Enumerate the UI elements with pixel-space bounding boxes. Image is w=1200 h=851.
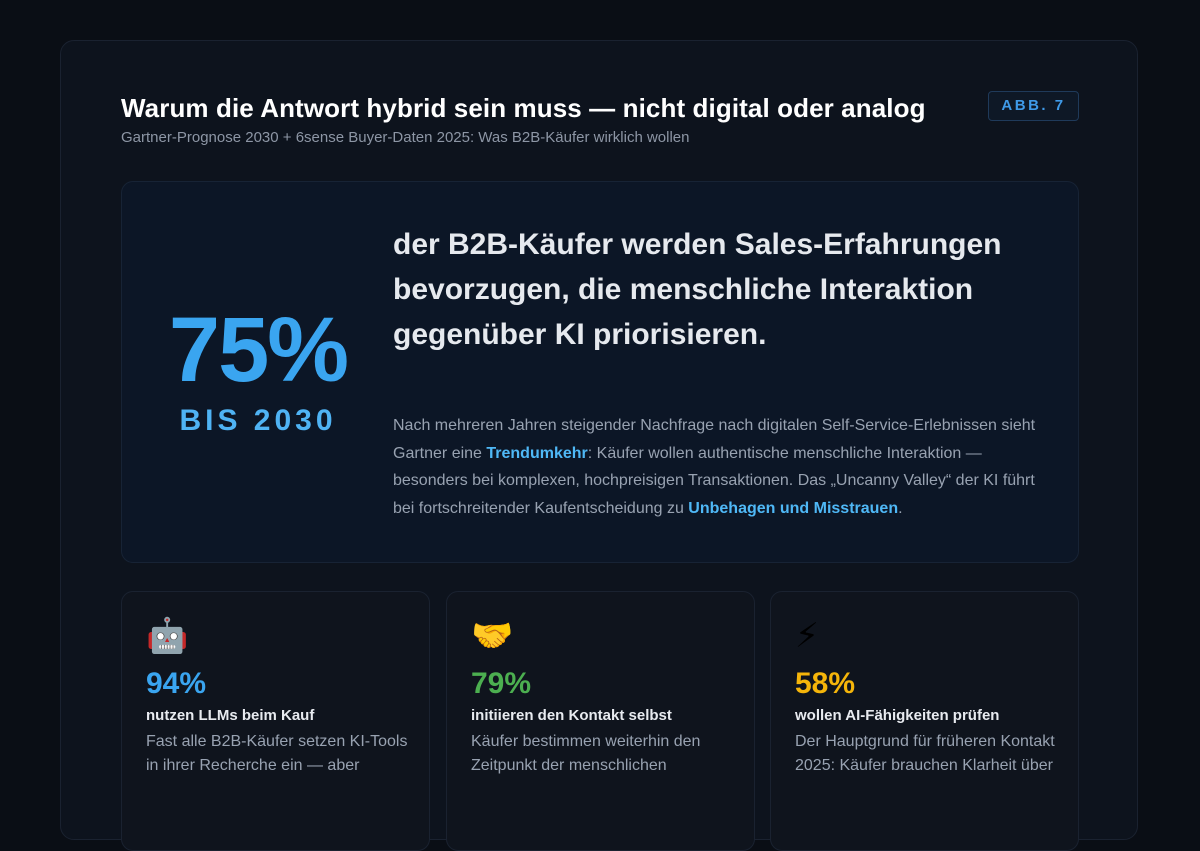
desc-text-3: .	[898, 499, 903, 517]
stat-text: Der Hauptgrund für früheren Kontakt 2025…	[795, 733, 1055, 774]
stat-text: Fast alle B2B-Käufer setzen KI-Tools in …	[146, 733, 408, 774]
figure-subtitle: Gartner-Prognose 2030 + 6sense Buyer-Dat…	[121, 129, 690, 146]
stat-card-contact: 🤝 79% initiieren den Kontakt selbst Käuf…	[446, 591, 755, 851]
hero-panel: 75% BIS 2030 der B2B-Käufer werden Sales…	[121, 181, 1079, 563]
stat-label: initiieren den Kontakt selbst	[471, 707, 672, 724]
figure-title: Warum die Antwort hybrid sein muss — nic…	[121, 93, 926, 123]
desc-highlight-trend: Trendumkehr	[486, 444, 588, 462]
stat-label: wollen AI-Fähigkeiten prüfen	[795, 707, 1000, 724]
handshake-icon: 🤝	[471, 617, 514, 655]
hero-percent-label: BIS 2030	[179, 404, 337, 437]
stat-card-ai: ⚡ 58% wollen AI-Fähigkeiten prüfen Der H…	[770, 591, 1079, 851]
stat-label: nutzen LLMs beim Kauf	[146, 707, 315, 724]
stat-card-llm: 🤖 94% nutzen LLMs beim Kauf Fast alle B2…	[121, 591, 430, 851]
hero-description: Nach mehreren Jahren steigender Nachfrag…	[393, 412, 1043, 522]
hero-percent: 75%	[168, 299, 349, 401]
stat-value: 79%	[471, 667, 532, 700]
stat-value: 58%	[795, 667, 856, 700]
hero-headline: der B2B-Käufer werden Sales-Erfahrungen …	[393, 228, 1002, 351]
stat-text: Käufer bestimmen weiterhin den Zeitpunkt…	[471, 733, 701, 774]
desc-text-1: Nach mehreren Jahren steigender Nachfrag…	[393, 417, 1036, 462]
desc-highlight-distrust: Unbehagen und Misstrauen	[688, 499, 899, 517]
figure-badge: ABB. 7	[988, 91, 1079, 121]
desc-text-2: : Käufer wollen authentische menschliche…	[393, 444, 1035, 517]
robot-icon: 🤖	[146, 617, 189, 655]
figure-card: Warum die Antwort hybrid sein muss — nic…	[60, 40, 1138, 851]
stat-value: 94%	[146, 667, 207, 700]
lightning-icon: ⚡	[795, 617, 819, 655]
